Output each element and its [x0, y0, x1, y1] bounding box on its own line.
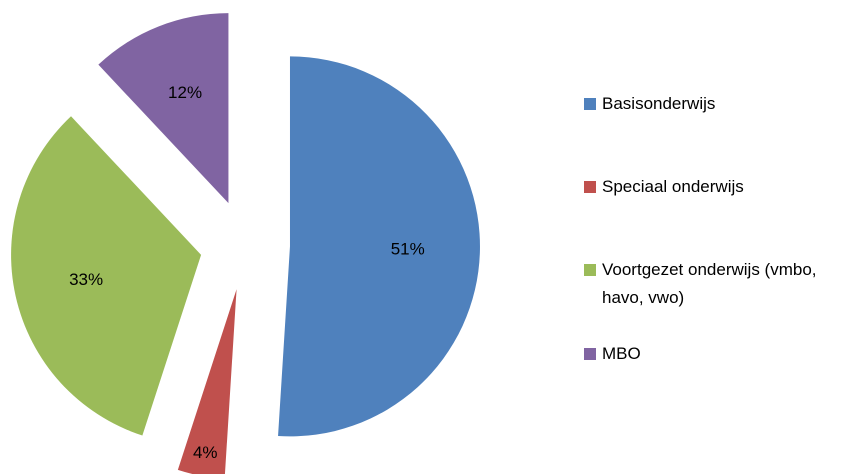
- legend-label: Voortgezet onderwijs (vmbo, havo, vwo): [602, 260, 817, 307]
- legend-item: MBO: [584, 340, 842, 368]
- legend-label: Basisonderwijs: [602, 94, 716, 113]
- pie-slice: [177, 289, 237, 474]
- data-label: 33%: [69, 270, 103, 289]
- pie-slice: [278, 56, 480, 437]
- legend-item: Speciaal onderwijs: [584, 173, 842, 201]
- legend-swatch: [584, 264, 596, 276]
- data-label: 51%: [391, 240, 425, 259]
- data-label: 12%: [168, 83, 202, 102]
- pie-slice: [11, 116, 202, 436]
- legend-swatch: [584, 348, 596, 360]
- legend-swatch: [584, 181, 596, 193]
- legend-item: Basisonderwijs: [584, 90, 842, 118]
- data-label: 4%: [193, 443, 218, 462]
- legend-item: Voortgezet onderwijs (vmbo, havo, vwo): [584, 256, 837, 312]
- legend-label: Speciaal onderwijs: [602, 177, 744, 196]
- legend-swatch: [584, 98, 596, 110]
- pie-slice: [98, 13, 229, 204]
- legend-label: MBO: [602, 344, 641, 363]
